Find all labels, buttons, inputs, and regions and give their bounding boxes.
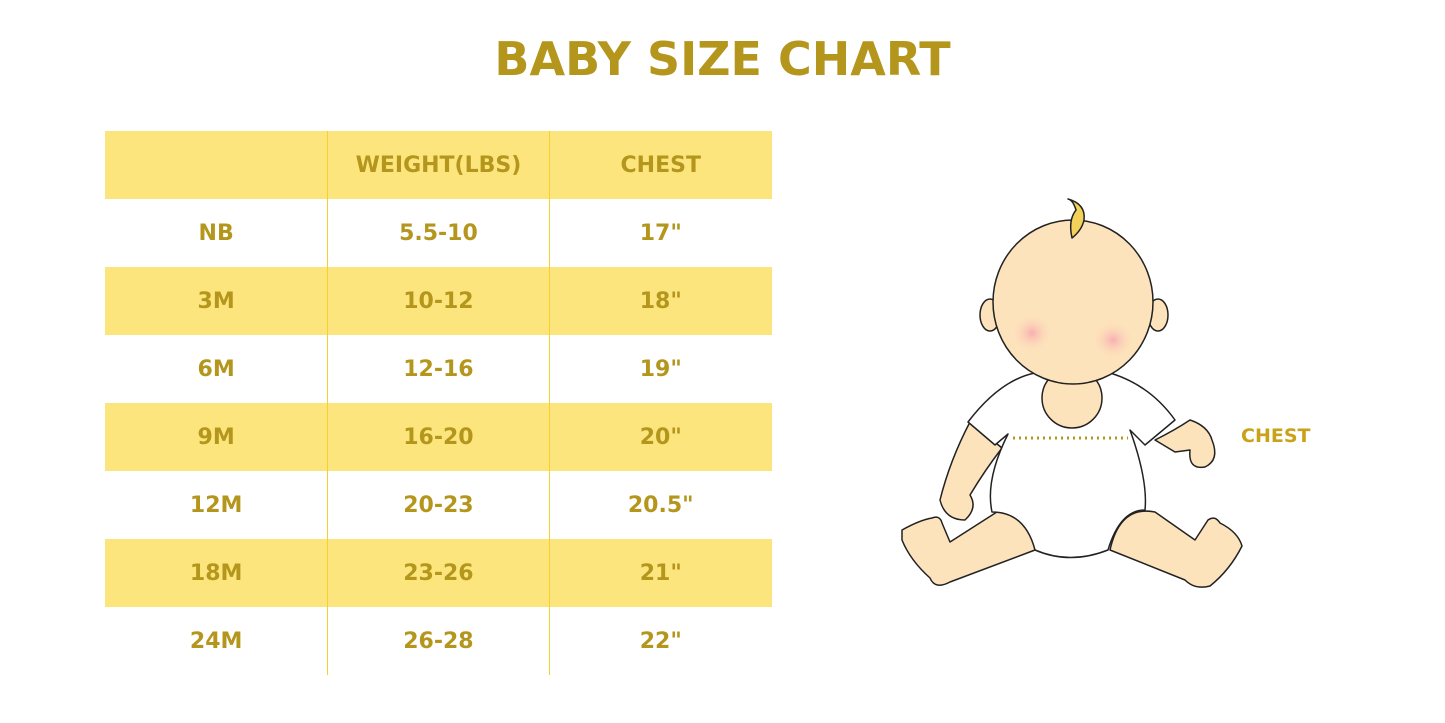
table-row: NB 5.5-10 17" — [105, 199, 772, 267]
header-weight: WEIGHT(LBS) — [355, 152, 522, 178]
table-row: 3M 10-12 18" — [105, 267, 772, 335]
table-row: 18M 23-26 21" — [105, 539, 772, 607]
cell-chest: 19" — [639, 356, 682, 382]
size-table: WEIGHT(LBS) CHEST NB 5.5-10 17" 3M 10-12 18" 6… — [105, 131, 772, 675]
table-row: 9M 16-20 20" — [105, 403, 772, 471]
head — [992, 219, 1154, 385]
left-leg — [901, 508, 1036, 586]
cell-weight: 10-12 — [403, 288, 474, 314]
cell-size: 12M — [189, 492, 243, 518]
left-arm — [939, 421, 1003, 521]
cell-chest: 20.5" — [627, 492, 694, 518]
cell-weight: 12-16 — [403, 356, 474, 382]
cell-size: 24M — [189, 628, 243, 654]
table-row: 24M 26-28 22" — [105, 607, 772, 675]
cell-chest: 18" — [639, 288, 682, 314]
table-row: 12M 20-23 20.5" — [105, 471, 772, 539]
chest-label: CHEST — [1241, 425, 1311, 447]
cell-size: 6M — [197, 356, 235, 382]
cell-weight: 26-28 — [403, 628, 474, 654]
cell-weight: 5.5-10 — [399, 220, 478, 246]
baby-illustration — [901, 198, 1243, 588]
right-arm — [1154, 419, 1216, 469]
cell-size: NB — [198, 220, 234, 246]
column-divider — [327, 131, 328, 675]
cell-size: 18M — [189, 560, 243, 586]
page-title: BABY SIZE CHART — [494, 32, 951, 86]
cell-chest: 20" — [639, 424, 682, 450]
table-row: 6M 12-16 19" — [105, 335, 772, 403]
header-chest: CHEST — [620, 152, 701, 178]
cell-chest: 17" — [639, 220, 682, 246]
cell-size: 9M — [197, 424, 235, 450]
hair-curl — [1067, 198, 1085, 239]
header-size — [105, 131, 327, 199]
cell-chest: 22" — [639, 628, 682, 654]
column-divider — [549, 131, 550, 675]
cell-size: 3M — [197, 288, 235, 314]
cell-weight: 16-20 — [403, 424, 474, 450]
table-header-row: WEIGHT(LBS) CHEST — [105, 131, 772, 199]
cell-weight: 20-23 — [403, 492, 474, 518]
cell-weight: 23-26 — [403, 560, 474, 586]
right-leg — [1109, 510, 1243, 588]
cell-chest: 21" — [639, 560, 682, 586]
